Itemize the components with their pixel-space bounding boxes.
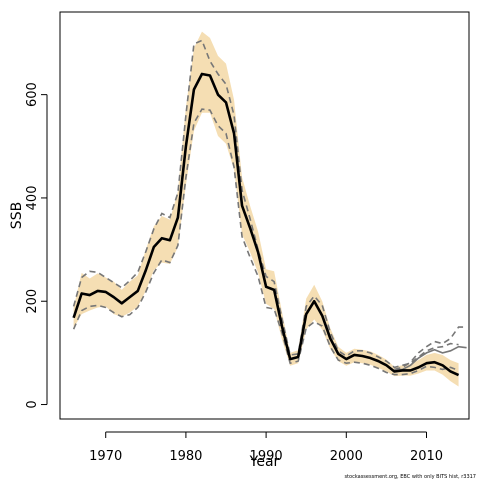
- y-tick-label: 400: [25, 186, 40, 211]
- x-tick-label: 1990: [250, 449, 283, 464]
- x-tick-label: 1970: [89, 449, 122, 464]
- alternative-upper-line: [394, 326, 467, 371]
- reference-upper-line: [72, 39, 459, 369]
- plot-area: [72, 31, 467, 387]
- x-tick-label: 1980: [169, 449, 202, 464]
- y-tick-label: 200: [25, 289, 40, 314]
- y-tick-label: 600: [25, 82, 40, 107]
- credit-text: stockassessment.org, EBC with only BITS …: [344, 474, 476, 480]
- y-tick-label: 0: [25, 400, 40, 408]
- x-tick-label: 2010: [410, 449, 443, 464]
- ssb-estimate-line: [72, 72, 460, 377]
- x-axis: 1970 1980 1990 2000 2010: [89, 431, 443, 464]
- x-axis-title: Year: [249, 454, 280, 470]
- reference-lower-line: [72, 108, 459, 376]
- y-axis-title: SSB: [9, 202, 25, 229]
- plot-frame: [59, 11, 470, 420]
- y-axis: 0 200 400 600: [25, 82, 48, 409]
- alternative-estimate-line: [394, 345, 467, 372]
- x-tick-label: 2000: [330, 449, 363, 464]
